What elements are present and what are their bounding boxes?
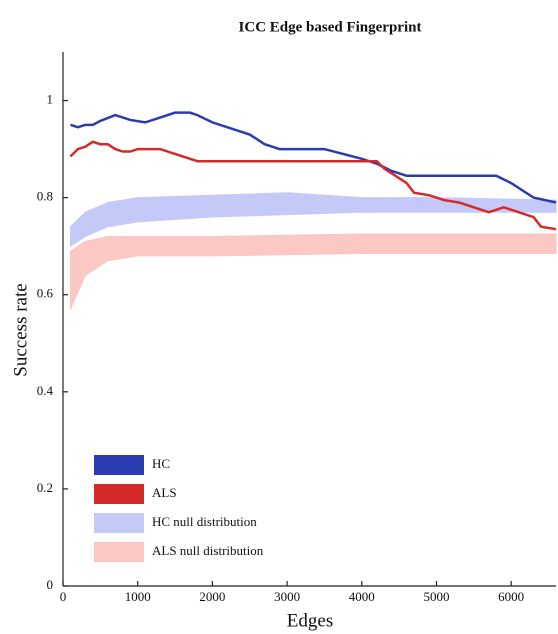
y-tick-label: 0 bbox=[47, 577, 54, 592]
x-tick-label: 6000 bbox=[498, 589, 524, 604]
y-axis-label: Success rate bbox=[10, 283, 31, 376]
y-tick-label: 0.4 bbox=[37, 383, 54, 398]
x-tick-label: 4000 bbox=[349, 589, 375, 604]
line bbox=[69, 140, 557, 231]
legend-label: HC bbox=[152, 456, 170, 471]
null-band bbox=[69, 233, 557, 310]
legend-swatch bbox=[94, 484, 144, 504]
x-tick-label: 0 bbox=[60, 589, 67, 604]
legend-swatch bbox=[94, 513, 144, 533]
legend-label: ALS null distribution bbox=[152, 543, 264, 558]
legend-swatch bbox=[94, 455, 144, 475]
y-tick-label: 0.8 bbox=[37, 189, 53, 204]
null-band bbox=[69, 192, 557, 248]
y-tick-label: 0.6 bbox=[37, 286, 54, 301]
legend-label: ALS bbox=[152, 485, 177, 500]
legend-swatch bbox=[94, 542, 144, 562]
legend-label: HC null distribution bbox=[152, 514, 257, 529]
line bbox=[70, 111, 557, 204]
x-tick-label: 5000 bbox=[423, 589, 449, 604]
x-tick-label: 2000 bbox=[199, 589, 225, 604]
x-tick-label: 3000 bbox=[274, 589, 300, 604]
y-tick-label: 1 bbox=[47, 92, 54, 107]
y-tick-label: 0.2 bbox=[37, 480, 53, 495]
x-tick-label: 1000 bbox=[125, 589, 151, 604]
x-axis-label: Edges bbox=[287, 610, 333, 631]
chart-title: ICC Edge based Fingerprint bbox=[239, 19, 422, 35]
